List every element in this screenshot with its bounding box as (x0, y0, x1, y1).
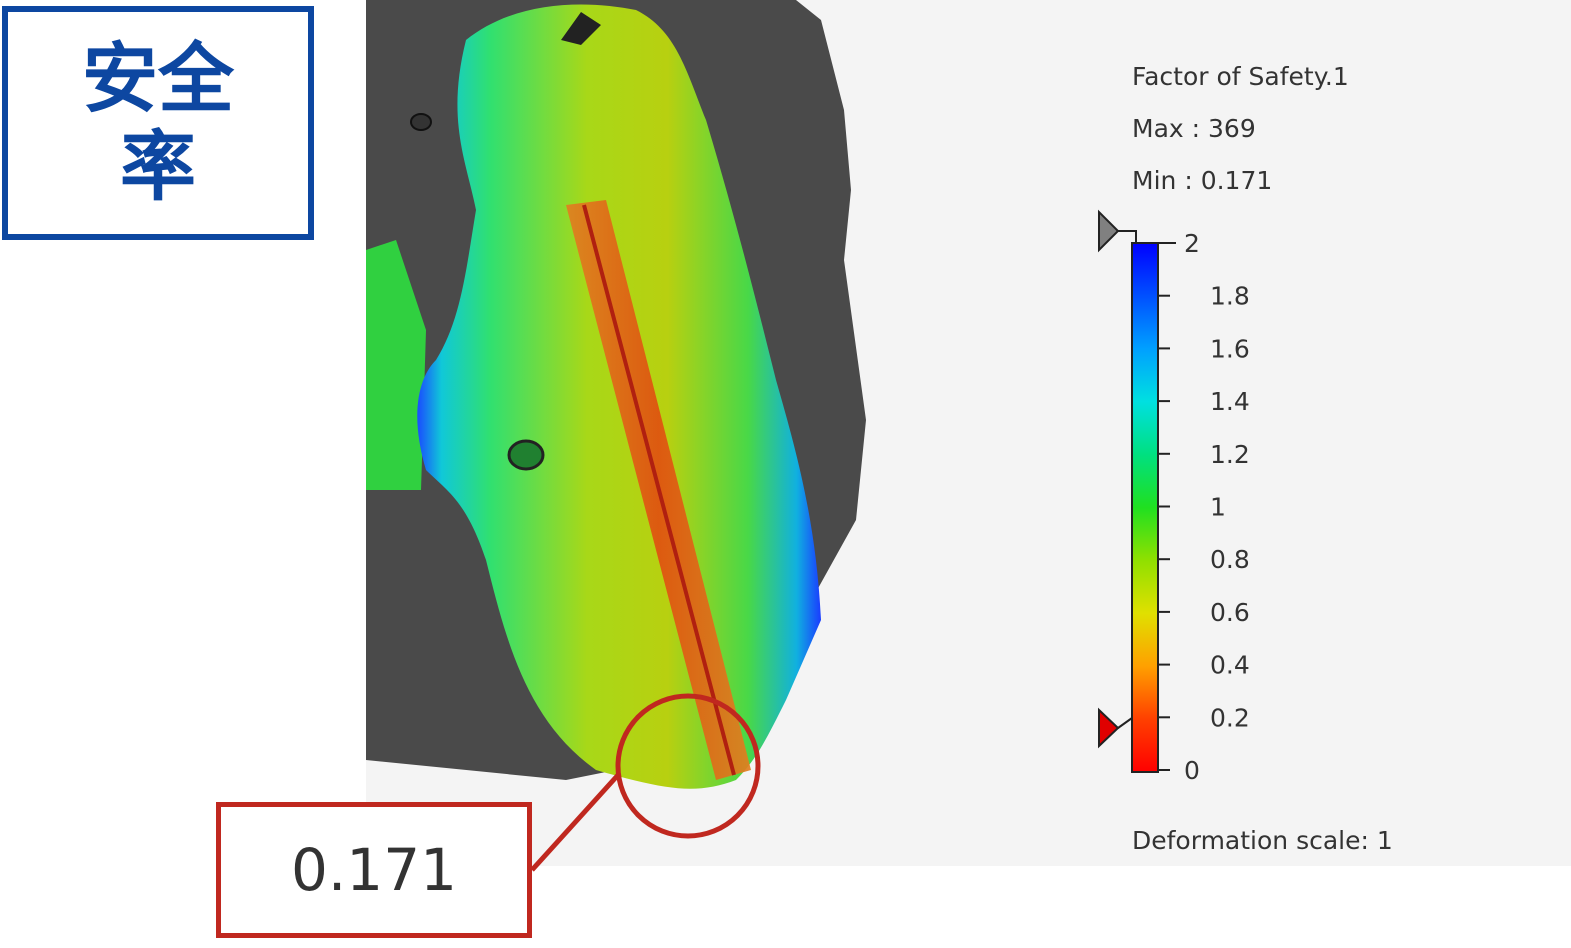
deformation-scale-label: Deformation scale: 1 (1132, 826, 1393, 855)
model-viewport[interactable]: 2 1.8 1.6 1.4 1.2 1 0.8 0.6 0.4 0.2 0 (366, 0, 1571, 866)
strip-center-line (582, 204, 736, 776)
title-badge: 安全率 (2, 6, 314, 240)
legend-tick-label: 0.6 (1210, 598, 1250, 627)
legend-tick-label: 0.2 (1210, 703, 1250, 732)
legend-min: Min : 0.171 (1132, 166, 1273, 195)
legend-max-label: Max (1132, 114, 1184, 143)
callout-value: 0.171 (290, 836, 458, 904)
upper-range-marker[interactable] (1098, 209, 1120, 253)
legend-tick-label: 0 (1184, 756, 1200, 785)
legend-tick-label: 2 (1184, 229, 1200, 258)
title-badge-text: 安全率 (82, 34, 234, 211)
legend-tick-label: 1.2 (1210, 440, 1250, 469)
legend-max-value: 369 (1208, 114, 1256, 143)
legend-tick-label: 1.8 (1210, 282, 1250, 311)
top-notch (561, 12, 601, 45)
legend-min-value: 0.171 (1200, 166, 1273, 195)
lower-range-marker[interactable] (1098, 707, 1120, 749)
legend-tick-label: 1.6 (1210, 334, 1250, 363)
legend-tick-label: 1.4 (1210, 387, 1250, 416)
fea-model-render[interactable]: 2 1.8 1.6 1.4 1.2 1 0.8 0.6 0.4 0.2 0 (366, 0, 1571, 866)
legend-tick-label: 1 (1210, 493, 1226, 522)
upper-marker-leader (1118, 230, 1176, 244)
bolt-hole-upper (410, 113, 432, 131)
legend-max: Max : 369 (1132, 114, 1256, 143)
legend-tick-label: 0.4 (1210, 651, 1250, 680)
legend-ticks: 2 1.8 1.6 1.4 1.2 1 0.8 0.6 0.4 0.2 0 (1158, 229, 1250, 785)
legend-min-label: Min (1132, 166, 1177, 195)
bolt-hole-lower (507, 439, 545, 471)
lower-marker-leader (1117, 717, 1133, 729)
legend-colorbar (1131, 242, 1159, 773)
legend-tick-label: 0.8 (1210, 545, 1250, 574)
side-green-part (366, 240, 426, 490)
legend-title: Factor of Safety.1 (1132, 62, 1349, 91)
min-value-callout: 0.171 (216, 802, 532, 938)
